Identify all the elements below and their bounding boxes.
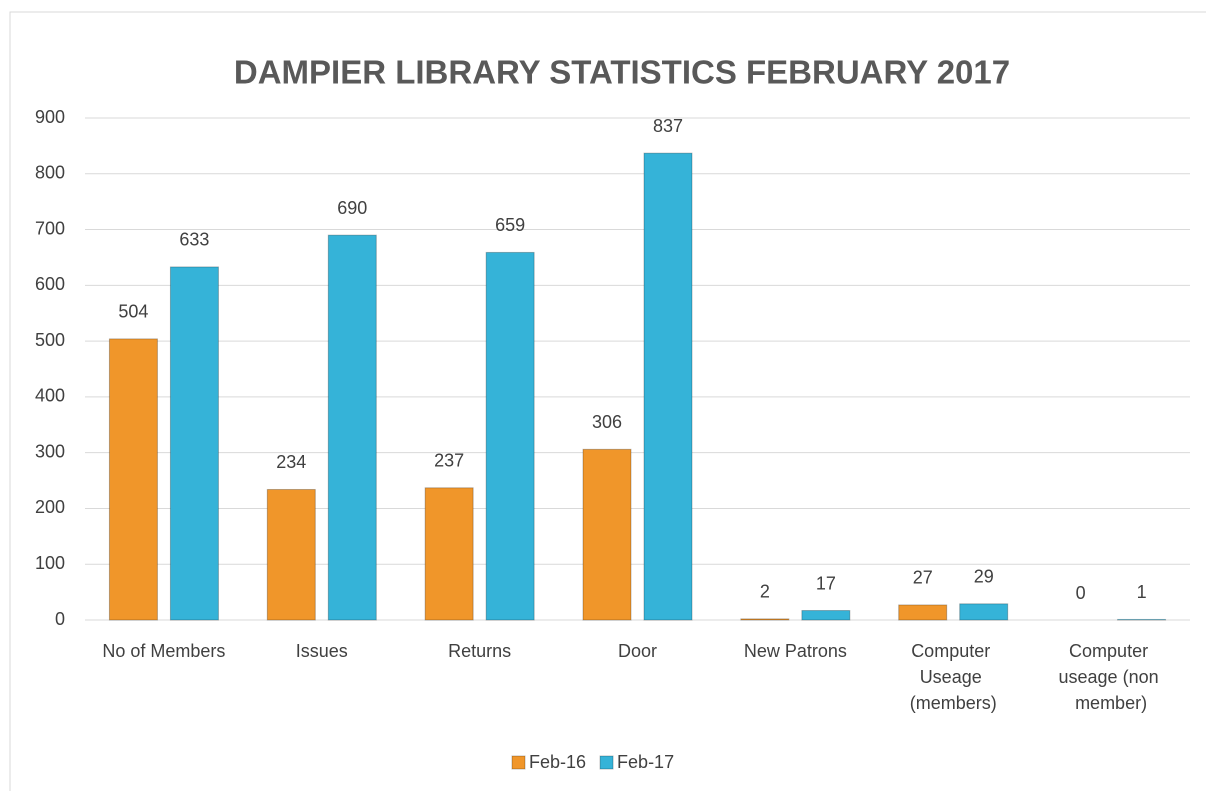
x-tick-label: Returns [448, 641, 511, 661]
data-label: 504 [118, 302, 148, 322]
y-tick-label: 400 [35, 386, 65, 406]
bar [582, 448, 632, 621]
x-tick-label: New Patrons [744, 641, 847, 661]
y-tick-label: 500 [35, 330, 65, 350]
bar [801, 610, 851, 621]
bar [643, 152, 693, 621]
x-tick-label: Computer Useage (members) [910, 641, 997, 713]
data-label: 633 [179, 230, 209, 250]
y-tick-label: 700 [35, 218, 65, 238]
bar [959, 603, 1009, 621]
bar [327, 234, 377, 621]
data-label: 2 [760, 582, 770, 602]
data-label: 306 [592, 412, 622, 432]
bar [1117, 618, 1167, 621]
y-tick-label: 800 [35, 163, 65, 183]
data-label: 17 [816, 573, 836, 593]
y-tick-label: 200 [35, 497, 65, 517]
legend-swatch [511, 755, 526, 770]
data-label: 27 [913, 568, 933, 588]
bar [266, 488, 316, 621]
x-tick-label: Issues [296, 641, 348, 661]
bar [424, 487, 474, 621]
x-tick-label: Computer useage (non member) [1059, 641, 1164, 713]
y-tick-label: 0 [55, 609, 65, 629]
legend-label: Feb-17 [617, 752, 674, 772]
y-tick-label: 100 [35, 553, 65, 573]
data-label: 659 [495, 215, 525, 235]
data-label: 234 [276, 452, 306, 472]
chart-title: DAMPIER LIBRARY STATISTICS FEBRUARY 2017 [234, 54, 1010, 91]
data-label: 237 [434, 451, 464, 471]
data-label: 0 [1076, 583, 1086, 603]
y-tick-label: 600 [35, 274, 65, 294]
data-label: 1 [1137, 582, 1147, 602]
y-tick-label: 900 [35, 107, 65, 127]
bar [108, 338, 158, 621]
legend-swatch [599, 755, 614, 770]
data-label: 837 [653, 116, 683, 136]
bar [898, 604, 948, 621]
legend-label: Feb-16 [529, 752, 586, 772]
y-tick-label: 300 [35, 441, 65, 461]
x-tick-label: Door [618, 641, 657, 661]
data-label: 29 [974, 567, 994, 587]
x-tick-label: No of Members [102, 641, 225, 661]
bar [740, 618, 790, 621]
bar [169, 266, 219, 621]
bar [485, 251, 535, 621]
data-label: 690 [337, 198, 367, 218]
